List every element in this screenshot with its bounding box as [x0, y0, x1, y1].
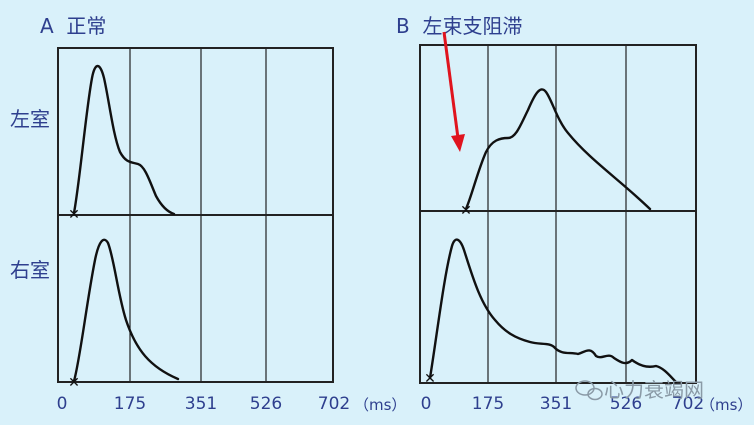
tick-702-b: 702: [671, 394, 705, 414]
panel-a-grid: [57, 47, 334, 383]
tick-175-a: 175: [113, 394, 147, 414]
tick-351-a: 351: [184, 394, 218, 414]
panel-b-grid: [419, 44, 697, 384]
tick-702-a: 702: [317, 394, 351, 414]
panel-a-left-ventricle-curve: [72, 64, 176, 216]
tick-0-a: 0: [56, 394, 68, 414]
panel-a-right-onset-marker: ✕: [68, 375, 80, 391]
panel-a-title: A 正常: [40, 10, 106, 39]
watermark-text: 心力衰竭网: [604, 378, 704, 402]
panel-b-title: B 左束支阻滞: [396, 10, 522, 39]
tick-0-b: 0: [420, 394, 432, 414]
panel-b-left-ventricle-curve: [464, 88, 652, 211]
panel-b-name: 左束支阻滞: [422, 14, 523, 38]
panel-a-right-ventricle-curve: [72, 238, 180, 383]
panel-b-letter: B: [396, 14, 410, 38]
panel-b-frame: [419, 44, 697, 384]
row-label-right-ventricle: 右室: [10, 258, 50, 282]
panel-b-right-onset-marker: ✕: [424, 371, 436, 387]
tick-526-a: 526: [249, 394, 283, 414]
wechat-icon: [575, 380, 603, 401]
tick-175-b: 175: [471, 394, 505, 414]
panel-a-name: 正常: [66, 14, 107, 38]
x-axis-unit-b: （ms）: [700, 396, 753, 414]
delay-arrow: [442, 31, 465, 152]
panel-a-left-onset-marker: ✕: [68, 207, 80, 223]
x-axis-unit-a: （ms）: [354, 396, 407, 414]
row-label-left-ventricle: 左室: [10, 107, 50, 131]
tick-526-b: 526: [609, 394, 643, 414]
panel-a-letter: A: [40, 14, 54, 38]
panel-b-left-onset-marker: ✕: [460, 203, 472, 219]
tick-351-b: 351: [539, 394, 573, 414]
panel-b-right-ventricle-curve: [428, 238, 678, 384]
